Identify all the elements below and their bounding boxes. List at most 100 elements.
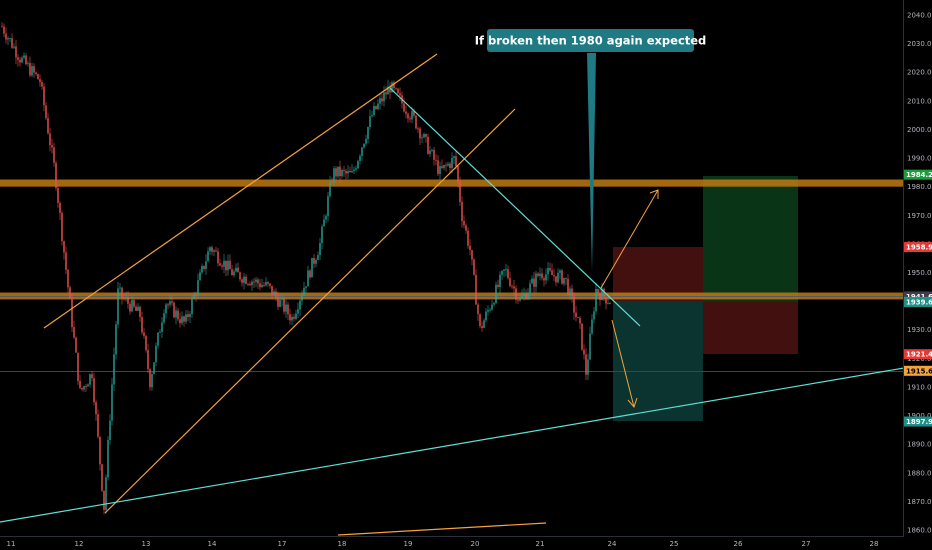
- candle-body: [485, 311, 487, 321]
- bottom-orange-line[interactable]: [337, 522, 547, 536]
- candle-body: [375, 106, 377, 110]
- candle-body: [121, 287, 123, 298]
- candle-body: [607, 303, 609, 304]
- candle-body: [387, 86, 389, 95]
- candle-body: [477, 304, 479, 315]
- candle-body: [571, 288, 573, 297]
- candle-body: [73, 327, 75, 338]
- candle-body: [77, 352, 79, 382]
- candle-body: [197, 280, 199, 296]
- short-profit-zone: [613, 301, 703, 421]
- candle-body: [189, 313, 191, 318]
- candle-body: [521, 296, 523, 299]
- candle-body: [13, 46, 15, 48]
- channel-lower-line[interactable]: [104, 108, 516, 514]
- candle-body: [601, 288, 603, 300]
- short-loss-zone: [613, 247, 703, 301]
- candle-body: [423, 134, 425, 138]
- candle-body: [547, 268, 549, 275]
- candle-body: [373, 106, 375, 116]
- candle-body: [151, 374, 153, 388]
- candle-body: [555, 276, 557, 283]
- price-badge-label: 1958.90: [906, 244, 932, 252]
- candle-body: [245, 276, 247, 284]
- candle-body: [47, 118, 49, 134]
- bearish-projection-line[interactable]: [611, 319, 635, 408]
- candle-body: [585, 354, 587, 375]
- price-badge-label: 1984.20: [906, 171, 932, 179]
- y-tick-label: 2010.00: [907, 97, 932, 105]
- candle-body: [573, 296, 575, 313]
- x-tick-label: 11: [7, 540, 16, 548]
- long-term-support-line[interactable]: [0, 367, 905, 523]
- candle-body: [125, 297, 127, 299]
- candle-body: [87, 384, 89, 387]
- candle-body: [155, 345, 157, 363]
- candle-body: [131, 300, 133, 312]
- candle-body: [101, 464, 103, 491]
- candle-body: [29, 63, 31, 76]
- candle-body: [177, 310, 179, 320]
- long-loss-zone: [703, 302, 798, 354]
- price-badge: [904, 349, 932, 360]
- candle-body: [157, 332, 159, 346]
- x-axis[interactable]: 11 12 13 14 17 18 19 20 21 24 25 26 27 28: [7, 540, 879, 548]
- candle-body: [519, 298, 521, 301]
- candle-body: [163, 313, 165, 323]
- price-badges: 1984.201958.901941.641939.701939.651921.…: [904, 169, 932, 427]
- candle-body: [501, 270, 503, 275]
- support-zone[interactable]: [0, 292, 904, 300]
- candle-body: [175, 310, 177, 318]
- resistance-zone[interactable]: [0, 179, 904, 187]
- candle-body: [537, 273, 539, 276]
- candle-body: [339, 166, 341, 177]
- annotation-box[interactable]: [487, 29, 694, 52]
- bullish-projection-line[interactable]: [600, 189, 659, 289]
- candle-body: [461, 201, 463, 222]
- price-badge: [904, 297, 932, 308]
- candle-body: [417, 128, 419, 130]
- candle-body: [63, 241, 65, 253]
- candle-body: [609, 303, 611, 305]
- candles-layer: [1, 22, 611, 515]
- candle-body: [213, 250, 215, 252]
- candle-body: [293, 316, 295, 319]
- candle-body: [99, 436, 101, 465]
- y-tick-label: 1970.00: [907, 212, 932, 220]
- y-tick-label: 1890.00: [907, 441, 932, 449]
- x-tick-label: 24: [608, 540, 617, 548]
- candle-body: [565, 277, 567, 279]
- y-tick-label: 1910.00: [907, 383, 932, 391]
- candle-body: [65, 252, 67, 270]
- candle-body: [507, 269, 509, 279]
- candle-body: [425, 134, 427, 137]
- candle-body: [535, 273, 537, 287]
- price-badge: [904, 169, 932, 180]
- descending-trend-line[interactable]: [389, 87, 641, 327]
- bearish-arrow-head-icon: [627, 397, 638, 408]
- candle-body: [409, 118, 411, 120]
- candle-body: [51, 145, 53, 148]
- candle-body: [311, 258, 313, 278]
- candle-body: [515, 288, 517, 300]
- candle-body: [203, 265, 205, 269]
- candle-body: [69, 287, 71, 299]
- candle-body: [337, 166, 339, 177]
- candle-body: [459, 181, 461, 202]
- candle-body: [9, 38, 11, 39]
- candle-body: [19, 59, 21, 63]
- candle-body: [457, 166, 459, 182]
- candle-body: [35, 72, 37, 75]
- candle-body: [241, 279, 243, 283]
- candle-body: [215, 250, 217, 252]
- candle-body: [511, 285, 513, 287]
- candle-body: [1, 26, 3, 28]
- candle-body: [291, 316, 293, 321]
- candle-body: [385, 92, 387, 95]
- candle-body: [597, 288, 599, 294]
- candle-body: [33, 66, 35, 73]
- candle-body: [109, 420, 111, 440]
- channel-upper-line[interactable]: [43, 53, 438, 329]
- candle-body: [45, 105, 47, 119]
